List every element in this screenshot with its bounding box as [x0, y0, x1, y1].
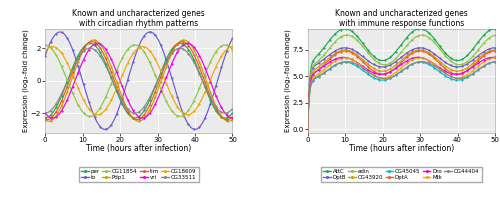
Title: Known and uncharacterized genes
with immune response functions: Known and uncharacterized genes with imm…	[335, 9, 468, 28]
Legend: per, to, CG11854, Pdp1, tim, vri, CG18609, CG33511: per, to, CG11854, Pdp1, tim, vri, CG1860…	[79, 167, 198, 182]
Y-axis label: Expression (log₂-fold change): Expression (log₂-fold change)	[22, 29, 29, 132]
X-axis label: Time (hours after infection): Time (hours after infection)	[86, 144, 192, 153]
Legend: AttC, DptB, edin, CG43920, CG45045, DptA, Dro, Mtk, CG44404: AttC, DptB, edin, CG43920, CG45045, DptA…	[321, 167, 482, 182]
X-axis label: Time (hours after infection): Time (hours after infection)	[348, 144, 454, 153]
Title: Known and uncharacterized genes
with circadian rhythm patterns: Known and uncharacterized genes with cir…	[72, 9, 205, 28]
Y-axis label: Expression (log₂-fold change): Expression (log₂-fold change)	[284, 29, 290, 132]
